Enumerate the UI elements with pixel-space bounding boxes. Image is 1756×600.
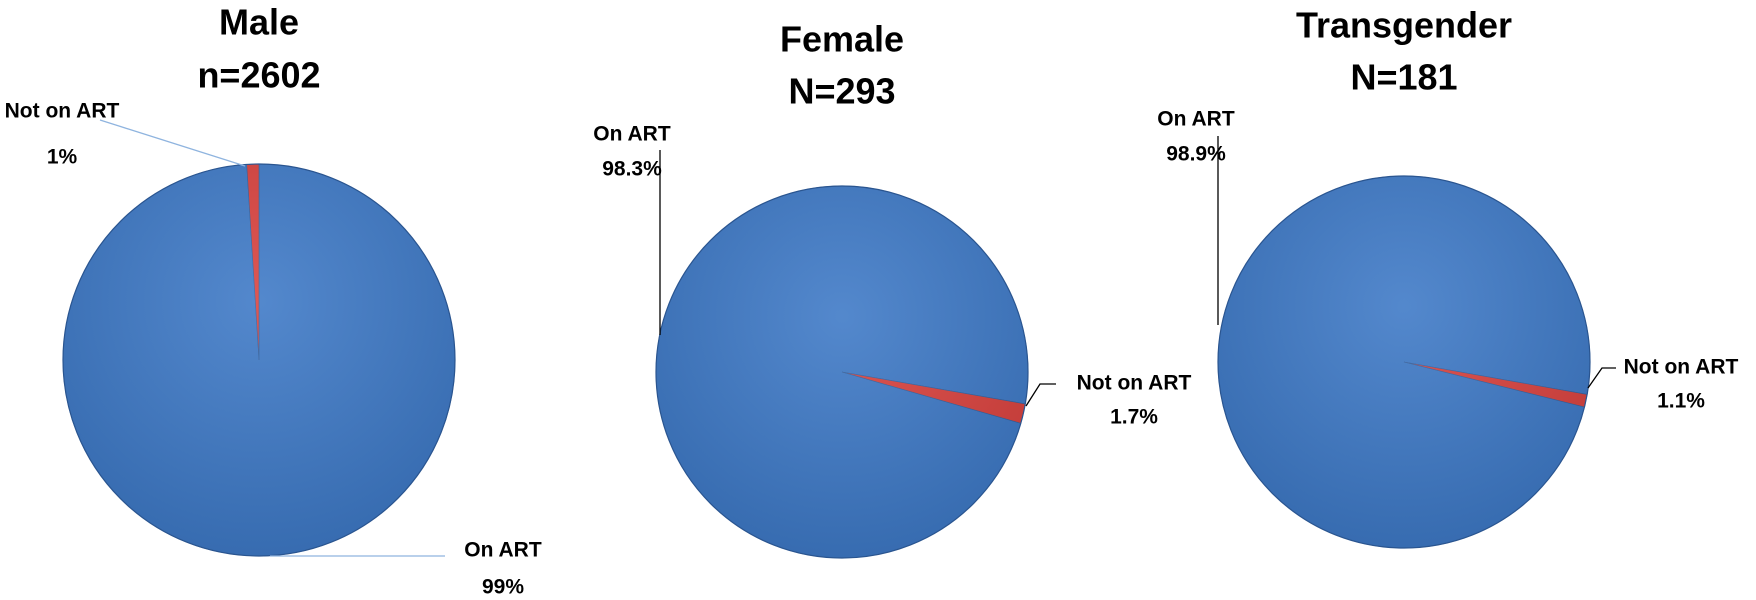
chart-subtitle: N=293 [788,71,895,112]
slice-value: 98.3% [602,158,662,181]
slice-label: Not on ART [1077,372,1192,395]
chart-title: Male [219,2,299,43]
slice-value: 99% [482,576,524,599]
pie-shade [655,185,1029,559]
pie-shade [62,163,456,557]
slice-label: Not on ART [5,100,120,123]
pie-shade [1217,175,1591,549]
slice-value: 1.7% [1110,406,1158,429]
leader-line [1587,367,1616,389]
slice-label: On ART [464,539,542,562]
chart-title: Transgender [1296,5,1512,46]
slice-value: 1% [47,146,78,169]
slice-label: On ART [1157,108,1235,131]
slice-label: On ART [593,123,671,146]
leader-line [1025,383,1056,407]
slice-value: 1.1% [1657,390,1705,413]
chart-subtitle: n=2602 [197,55,320,96]
leader-line [99,119,246,167]
slice-label: Not on ART [1624,356,1739,379]
chart-subtitle: N=181 [1350,57,1457,98]
slice-value: 98.9% [1166,143,1226,166]
chart-title: Female [780,19,904,60]
